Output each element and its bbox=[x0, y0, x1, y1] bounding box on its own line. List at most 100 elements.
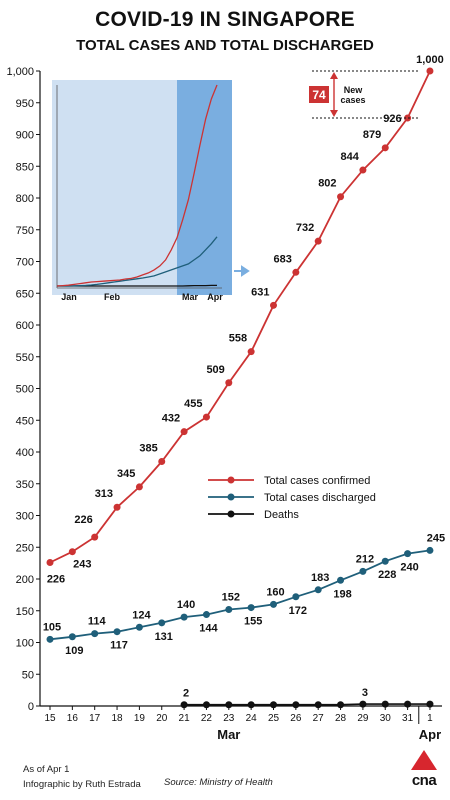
inset-x-label: Jan bbox=[61, 292, 77, 302]
discharged-point bbox=[404, 550, 412, 558]
y-tick-label: 50 bbox=[22, 669, 34, 681]
confirmed-point bbox=[270, 301, 277, 309]
annotation-arrow-up-icon bbox=[330, 72, 338, 79]
confirmed-point bbox=[337, 193, 345, 201]
discharged-data-label: 131 bbox=[155, 631, 173, 643]
y-tick-label: 150 bbox=[16, 606, 34, 618]
y-tick-label: 250 bbox=[16, 542, 34, 554]
deaths-point bbox=[381, 700, 389, 708]
discharged-data-label: 172 bbox=[289, 605, 307, 617]
discharged-point bbox=[225, 605, 233, 613]
x-tick-label: 31 bbox=[402, 713, 414, 724]
cna-logo: cna bbox=[407, 748, 441, 794]
confirmed-point bbox=[158, 458, 166, 466]
discharged-data-label: 140 bbox=[177, 599, 195, 611]
x-tick-label: 29 bbox=[357, 713, 369, 724]
confirmed-data-label: 345 bbox=[117, 468, 135, 480]
discharged-point bbox=[292, 593, 300, 601]
annotation-value: 74 bbox=[312, 88, 326, 102]
y-tick-label: 600 bbox=[16, 320, 34, 332]
discharged-point bbox=[91, 630, 99, 638]
confirmed-data-label: 509 bbox=[206, 364, 224, 376]
y-tick-label: 650 bbox=[16, 288, 34, 300]
discharged-point bbox=[46, 635, 54, 643]
x-tick-label: 16 bbox=[67, 713, 79, 724]
y-tick-label: 700 bbox=[16, 257, 34, 269]
confirmed-point bbox=[381, 144, 389, 152]
y-tick-label: 300 bbox=[16, 511, 34, 523]
discharged-data-label: 212 bbox=[356, 553, 374, 565]
confirmed-point bbox=[68, 548, 76, 556]
inset-arrow-icon bbox=[234, 265, 250, 277]
x-month-label-mar: Mar bbox=[217, 727, 240, 742]
confirmed-point bbox=[359, 166, 367, 174]
x-tick-label: 28 bbox=[335, 713, 347, 724]
confirmed-point bbox=[180, 428, 188, 436]
x-month-label-apr: Apr bbox=[419, 727, 441, 742]
confirmed-point bbox=[46, 558, 54, 566]
discharged-data-label: 228 bbox=[378, 569, 396, 581]
confirmed-data-label: 243 bbox=[73, 559, 91, 571]
logo-triangle-icon bbox=[411, 750, 437, 770]
deaths-data-label: 2 bbox=[183, 688, 189, 700]
x-tick-label: 20 bbox=[156, 713, 168, 724]
legend-marker bbox=[227, 493, 235, 501]
y-tick-label: 1,000 bbox=[6, 66, 34, 78]
x-tick-label: 26 bbox=[290, 713, 302, 724]
confirmed-data-label: 1,000 bbox=[416, 54, 444, 66]
deaths-line bbox=[184, 703, 430, 706]
discharged-point bbox=[68, 633, 76, 641]
inset-x-label: Mar bbox=[182, 292, 199, 302]
y-tick-label: 750 bbox=[16, 225, 34, 237]
discharged-point bbox=[359, 567, 367, 575]
y-tick-label: 350 bbox=[16, 479, 34, 491]
confirmed-point bbox=[247, 348, 255, 356]
legend-marker bbox=[227, 476, 235, 484]
discharged-point bbox=[270, 600, 277, 608]
discharged-point bbox=[113, 628, 121, 636]
discharged-line bbox=[49, 549, 431, 641]
y-tick-label: 950 bbox=[16, 98, 34, 110]
x-tick-label: 19 bbox=[134, 713, 146, 724]
x-tick-label: 30 bbox=[380, 713, 392, 724]
discharged-point bbox=[314, 586, 322, 594]
legend-label: Deaths bbox=[264, 509, 299, 521]
inset-x-label: Feb bbox=[104, 292, 121, 302]
confirmed-data-label: 455 bbox=[184, 398, 202, 410]
discharged-point bbox=[135, 623, 143, 631]
x-tick-label: 27 bbox=[313, 713, 325, 724]
deaths-data-label: 3 bbox=[362, 687, 368, 699]
deaths-point bbox=[314, 701, 322, 709]
x-tick-label: 23 bbox=[223, 713, 235, 724]
discharged-data-label: 152 bbox=[222, 591, 240, 603]
deaths-point bbox=[202, 701, 210, 709]
discharged-data-label: 245 bbox=[427, 532, 445, 544]
legend-label: Total cases discharged bbox=[264, 492, 376, 504]
footer-notes: As of Apr 1 Infographic by Ruth Estrada bbox=[23, 762, 141, 792]
y-tick-label: 850 bbox=[16, 161, 34, 173]
chart-title: COVID-19 IN SINGAPORE bbox=[95, 8, 355, 31]
confirmed-data-label: 558 bbox=[229, 333, 247, 345]
legend-marker bbox=[227, 510, 235, 518]
discharged-data-label: 109 bbox=[65, 645, 83, 657]
y-tick-label: 500 bbox=[16, 384, 34, 396]
confirmed-data-label: 732 bbox=[296, 222, 314, 234]
confirmed-data-label: 879 bbox=[363, 129, 381, 141]
y-tick-label: 400 bbox=[16, 447, 34, 459]
y-tick-label: 450 bbox=[16, 415, 34, 427]
confirmed-data-label: 631 bbox=[251, 286, 269, 298]
confirmed-point bbox=[292, 268, 300, 276]
inset-x-label: Apr bbox=[207, 292, 223, 302]
deaths-point bbox=[359, 700, 367, 708]
inset-confirmed-line bbox=[56, 84, 218, 287]
confirmed-line bbox=[49, 70, 431, 564]
confirmed-point bbox=[202, 413, 210, 421]
deaths-point bbox=[292, 701, 300, 709]
annotation-text-line1: New bbox=[344, 85, 364, 95]
x-tick-label: 15 bbox=[44, 713, 56, 724]
discharged-data-label: 160 bbox=[266, 586, 284, 598]
chart-subtitle: TOTAL CASES AND TOTAL DISCHARGED bbox=[76, 37, 374, 54]
y-tick-label: 800 bbox=[16, 193, 34, 205]
deaths-point bbox=[270, 701, 277, 709]
x-tick-label: 18 bbox=[111, 713, 123, 724]
